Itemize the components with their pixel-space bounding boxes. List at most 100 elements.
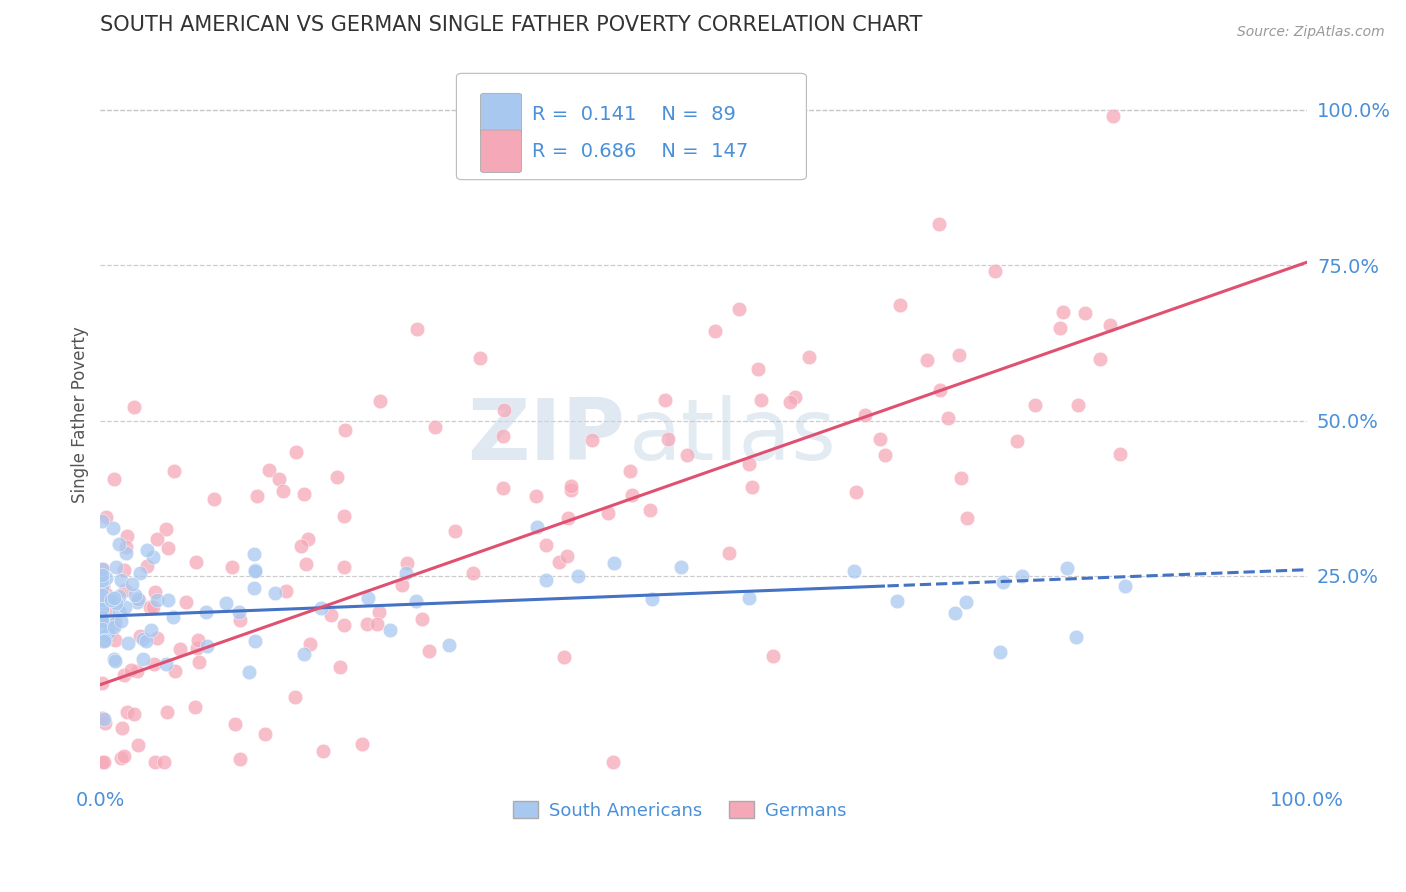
Point — [103, 472, 125, 486]
Point — [253, 726, 276, 740]
Point — [738, 591, 761, 605]
Point — [90, 601, 112, 615]
Point — [333, 423, 356, 437]
Point — [124, 588, 146, 602]
Point — [93, 716, 115, 731]
Point — [94, 633, 117, 648]
Point — [156, 541, 179, 555]
Point — [142, 550, 165, 565]
Point — [621, 488, 644, 502]
Point — [1005, 434, 1028, 449]
Point — [284, 690, 307, 705]
Point — [90, 562, 112, 576]
Point — [90, 593, 112, 607]
Point — [112, 668, 135, 682]
Point — [229, 752, 252, 766]
Point — [602, 756, 624, 770]
Point — [553, 649, 575, 664]
Point — [142, 600, 165, 615]
Point — [111, 721, 134, 735]
Point — [122, 706, 145, 721]
Point — [842, 564, 865, 578]
Point — [90, 634, 112, 648]
Point — [184, 555, 207, 569]
Point — [238, 665, 260, 680]
Point — [418, 643, 440, 657]
Point — [676, 448, 699, 462]
Text: Source: ZipAtlas.com: Source: ZipAtlas.com — [1237, 25, 1385, 39]
Text: SOUTH AMERICAN VS GERMAN SINGLE FATHER POVERTY CORRELATION CHART: SOUTH AMERICAN VS GERMAN SINGLE FATHER P… — [100, 15, 922, 35]
Point — [1098, 318, 1121, 333]
Point — [274, 584, 297, 599]
Point — [524, 489, 547, 503]
Point — [640, 592, 662, 607]
Point — [988, 645, 1011, 659]
Point — [395, 556, 418, 570]
Point — [228, 605, 250, 619]
Point — [105, 560, 128, 574]
Point — [204, 492, 226, 507]
Point — [269, 472, 291, 486]
Point — [271, 484, 294, 499]
Point — [163, 464, 186, 478]
Point — [104, 615, 127, 630]
Point — [560, 479, 582, 493]
Point — [124, 400, 146, 414]
Point — [114, 599, 136, 614]
Point — [117, 635, 139, 649]
Point — [91, 756, 114, 770]
Point — [94, 510, 117, 524]
Point — [104, 654, 127, 668]
Point — [104, 632, 127, 647]
Point — [112, 563, 135, 577]
Point — [292, 647, 315, 661]
Point — [242, 547, 264, 561]
Point — [1011, 568, 1033, 582]
Point — [298, 637, 321, 651]
Point — [91, 570, 114, 584]
Point — [747, 362, 769, 376]
Point — [596, 506, 619, 520]
Point — [91, 572, 114, 586]
Point — [115, 705, 138, 719]
Point — [103, 591, 125, 605]
Point — [132, 632, 155, 646]
Point — [928, 384, 950, 398]
Point — [492, 403, 515, 417]
Point — [669, 559, 692, 574]
Point — [224, 717, 246, 731]
Point — [228, 613, 250, 627]
FancyBboxPatch shape — [481, 94, 522, 136]
Point — [93, 756, 115, 770]
Point — [125, 664, 148, 678]
Point — [90, 514, 112, 528]
Point — [1049, 321, 1071, 335]
Point — [333, 508, 356, 523]
Point — [738, 458, 761, 472]
Point — [107, 604, 129, 618]
Point — [110, 614, 132, 628]
Point — [380, 623, 402, 637]
Point — [284, 445, 307, 459]
Point — [145, 631, 167, 645]
Point — [1074, 306, 1097, 320]
Point — [547, 555, 569, 569]
Point — [93, 633, 115, 648]
Point — [845, 485, 868, 500]
Point — [406, 321, 429, 335]
Point — [654, 392, 676, 407]
Point — [90, 581, 112, 595]
Point — [889, 298, 911, 312]
Point — [104, 616, 127, 631]
Point — [948, 348, 970, 362]
Point — [319, 607, 342, 622]
Point — [169, 642, 191, 657]
Point — [90, 611, 112, 625]
Point — [187, 633, 209, 648]
Point — [139, 623, 162, 637]
Point — [121, 576, 143, 591]
Text: R =  0.141    N =  89: R = 0.141 N = 89 — [533, 105, 737, 124]
Point — [329, 660, 352, 674]
Point — [264, 586, 287, 600]
Point — [928, 217, 950, 231]
